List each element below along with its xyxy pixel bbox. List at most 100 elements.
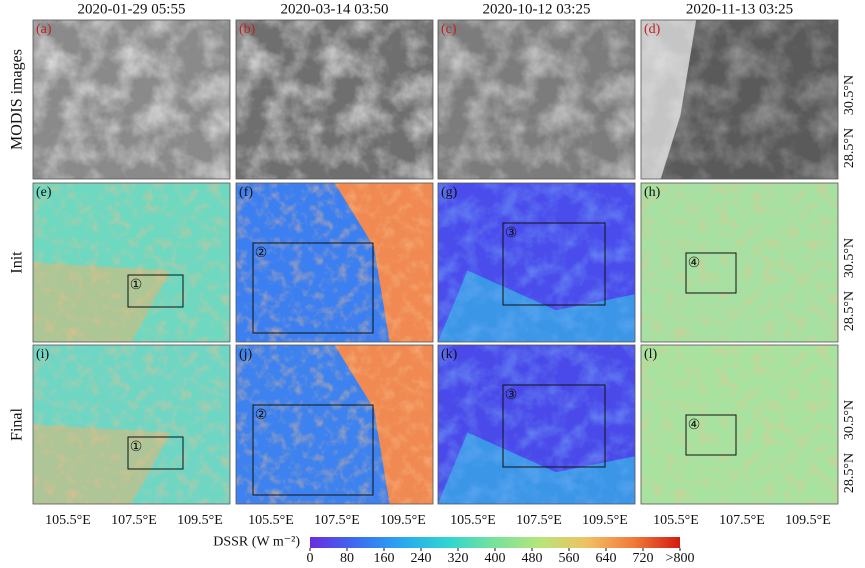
latitude-label: 30.5°N — [842, 238, 857, 278]
panel-texture — [641, 20, 838, 179]
panel-border — [437, 344, 636, 505]
panel-letter: (e) — [36, 185, 52, 200]
panel: (i) ① — [32, 344, 231, 505]
colorbar-tick-label: 160 — [374, 551, 395, 563]
panel: (d) — [640, 19, 839, 180]
row-label: MODIS images — [9, 49, 26, 150]
region-box — [127, 274, 184, 308]
longitude-label: 107.5°E — [516, 513, 562, 528]
column-title: 2020-10-12 03:25 — [483, 1, 591, 17]
colorbar-tick-label: 400 — [485, 551, 506, 563]
panel: (b) — [235, 19, 434, 180]
colorbar — [310, 537, 680, 548]
latitude-label: 30.5°N — [842, 400, 857, 440]
region-box — [685, 252, 737, 294]
region-number: ③ — [505, 388, 518, 403]
panel-texture — [33, 183, 230, 342]
longitude-label: 105.5°E — [45, 513, 91, 528]
panel-border — [32, 182, 231, 343]
longitude-label: 109.5°E — [380, 513, 426, 528]
panel-letter: (b) — [239, 22, 256, 37]
region-number: ① — [130, 278, 143, 293]
panel-letter: (f) — [239, 185, 253, 200]
panel-letter: (g) — [441, 185, 458, 200]
region-box — [252, 404, 374, 496]
panel-border — [235, 344, 434, 505]
column-title: 2020-01-29 05:55 — [78, 1, 186, 17]
panel-texture — [438, 20, 635, 179]
colorbar-tick-label: 720 — [633, 551, 654, 563]
column-title: 2020-03-14 03:50 — [281, 1, 389, 17]
region-number: ② — [255, 408, 268, 423]
panel-letter: (d) — [644, 22, 661, 37]
region-number: ④ — [688, 418, 701, 433]
latitude-label: 30.5°N — [842, 75, 857, 115]
longitude-label: 107.5°E — [111, 513, 157, 528]
panel: (c) — [437, 19, 636, 180]
region-number: ① — [130, 440, 143, 455]
panel: (g) ③ — [437, 182, 636, 343]
panel-letter: (k) — [441, 347, 458, 362]
colorbar-tick-label: >800 — [666, 551, 695, 563]
panel-border — [235, 19, 434, 180]
panel: (k) ③ — [437, 344, 636, 505]
latitude-label: 28.5°N — [842, 291, 857, 331]
region-number: ② — [255, 246, 268, 261]
panel-texture — [33, 20, 230, 179]
panel-border — [437, 19, 636, 180]
panel-texture — [641, 345, 838, 504]
panel: (j) ② — [235, 344, 434, 505]
column-title: 2020-11-13 03:25 — [686, 1, 793, 17]
region-number: ③ — [505, 226, 518, 241]
region-box — [252, 242, 374, 334]
region-box — [685, 414, 737, 456]
colorbar-tick-label: 80 — [340, 551, 354, 563]
panel-letter: (l) — [644, 347, 658, 362]
panel-letter: (c) — [441, 22, 457, 37]
panel: (a) — [32, 19, 231, 180]
panel-border — [235, 182, 434, 343]
longitude-label: 105.5°E — [248, 513, 294, 528]
panel-texture — [236, 183, 433, 342]
panel: (f) ② — [235, 182, 434, 343]
row-label: Final — [9, 408, 26, 441]
panel-texture — [641, 183, 838, 342]
region-number: ④ — [688, 256, 701, 271]
panel-border — [32, 19, 231, 180]
latitude-label: 28.5°N — [842, 453, 857, 493]
panel-border — [437, 182, 636, 343]
longitude-label: 109.5°E — [785, 513, 831, 528]
colorbar-tick-label: 480 — [522, 551, 543, 563]
region-box — [502, 222, 606, 306]
region-box — [127, 436, 184, 470]
colorbar-label: DSSR (W m⁻²) — [213, 535, 300, 550]
panel: (l) ④ — [640, 344, 839, 505]
panel-texture — [438, 183, 635, 342]
panel-texture — [236, 345, 433, 504]
panel-texture — [236, 20, 433, 179]
row-label: Init — [9, 251, 26, 274]
longitude-label: 107.5°E — [719, 513, 765, 528]
panel-letter: (h) — [644, 185, 661, 200]
panel-border — [640, 19, 839, 180]
panel-texture — [33, 345, 230, 504]
panel-border — [32, 344, 231, 505]
longitude-label: 109.5°E — [582, 513, 628, 528]
panel-letter: (i) — [36, 347, 50, 362]
panel: (e) ① — [32, 182, 231, 343]
colorbar-tick-label: 320 — [448, 551, 469, 563]
longitude-label: 107.5°E — [314, 513, 360, 528]
panel-border — [640, 344, 839, 505]
colorbar-tick-label: 640 — [596, 551, 617, 563]
panel-letter: (j) — [239, 347, 253, 362]
longitude-label: 105.5°E — [450, 513, 496, 528]
longitude-label: 109.5°E — [177, 513, 223, 528]
colorbar-tick-label: 560 — [559, 551, 580, 563]
colorbar-tick-label: 240 — [411, 551, 432, 563]
panel-letter: (a) — [36, 22, 52, 37]
panel-texture — [438, 345, 635, 504]
panel-border — [640, 182, 839, 343]
longitude-label: 105.5°E — [653, 513, 699, 528]
region-box — [502, 384, 606, 468]
